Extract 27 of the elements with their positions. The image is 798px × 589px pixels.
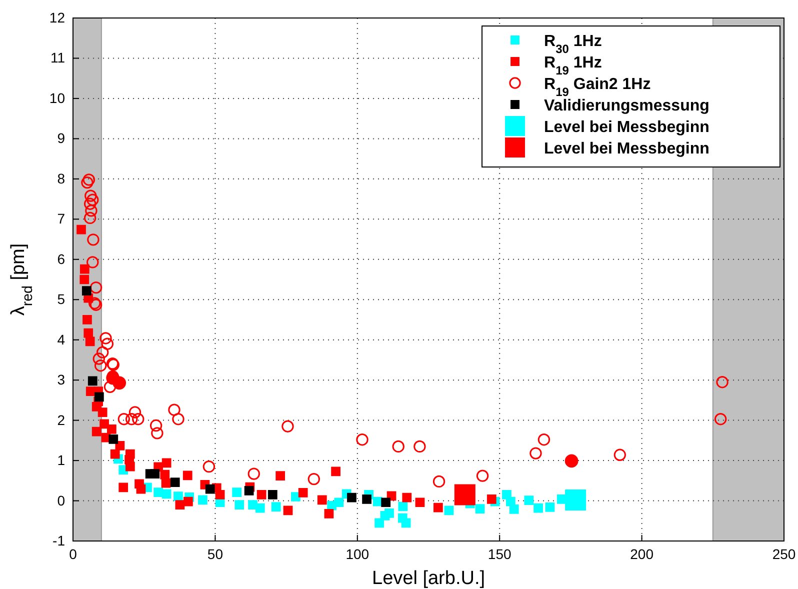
y-tick-label: 12	[49, 9, 66, 26]
x-tick-label: 150	[488, 546, 512, 562]
legend-label: R$_{30}$ 1Hz	[544, 33, 602, 56]
y-tick-label: 2	[57, 412, 66, 428]
y-tick-label: 0	[57, 492, 66, 508]
y-tick-label: 8	[57, 170, 66, 186]
y-tick-label: 4	[57, 331, 66, 348]
y-tick-label: 10	[49, 90, 66, 106]
legend-label: Level bei Messbeginn	[544, 119, 710, 136]
y-tick-label: 3	[57, 372, 66, 388]
legend-label: Validierungsmessung	[544, 98, 710, 114]
x-tick-label: 0	[69, 546, 78, 562]
x-axis-title: Level [arb.U.]	[372, 568, 485, 589]
y-tick-label: 9	[57, 130, 66, 146]
x-tick-label: 200	[630, 546, 654, 562]
y-tick-label: -1	[52, 532, 66, 548]
x-tick-label: 50	[207, 546, 224, 562]
x-tick-label: 100	[346, 546, 370, 562]
y-tick-label: 7	[57, 210, 66, 227]
y-tick-label: 1	[57, 452, 66, 468]
x-tick-label: 250	[772, 546, 796, 562]
y-tick-label: 5	[57, 291, 66, 308]
y-tick-label: 6	[57, 250, 66, 267]
legend-label: R$_{19}$ 1Hz	[544, 54, 602, 78]
y-tick-label: 11	[50, 50, 66, 66]
legend-label: R$_{19}$ Gain2 1Hz	[544, 76, 651, 99]
legend-label: Level bei Messbeginn	[544, 140, 710, 158]
